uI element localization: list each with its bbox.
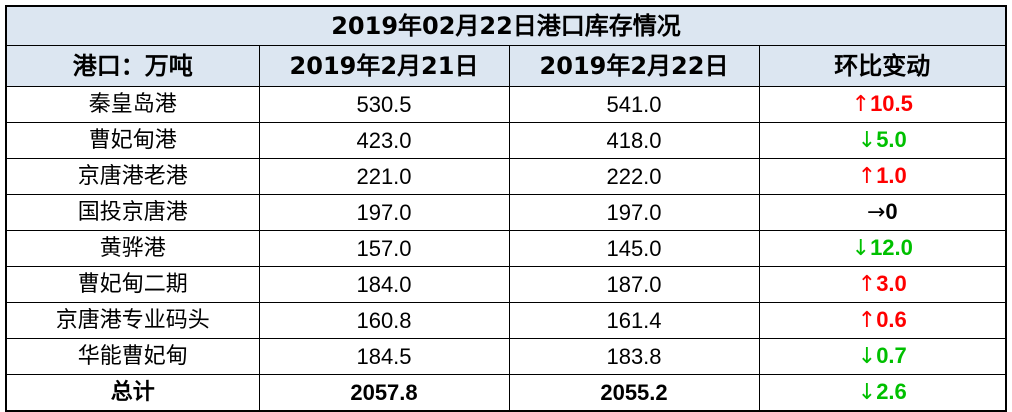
- data-row: 国投京唐港 197.0 197.0 →0: [5, 194, 1007, 231]
- change-value: 0: [885, 199, 898, 224]
- change-arrow: ↑: [857, 272, 877, 297]
- stock-value: 222.0: [508, 158, 760, 195]
- change-value: 10.5: [870, 91, 913, 116]
- change-cell: →0: [758, 194, 1007, 231]
- change-cell: ↑10.5: [758, 86, 1007, 123]
- data-row: 京唐港专业码头 160.8 161.4 ↑0.6: [5, 302, 1007, 339]
- change-arrow: ↓: [857, 128, 877, 153]
- stock-value: 221.0: [258, 158, 510, 195]
- stock-value: 423.0: [258, 122, 510, 159]
- stock-value: 160.8: [258, 302, 510, 339]
- change-value: 2.6: [876, 379, 907, 404]
- port-name: 曹妃甸港: [5, 122, 260, 159]
- port-name: 秦皇岛港: [5, 86, 260, 123]
- stock-value: 418.0: [508, 122, 760, 159]
- stock-value: 157.0: [258, 230, 510, 267]
- stock-value: 2055.2: [508, 374, 760, 412]
- stock-value: 187.0: [508, 266, 760, 303]
- change-value: 5.0: [876, 127, 907, 152]
- change-cell: ↑0.6: [758, 302, 1007, 339]
- total-row: 总计 2057.8 2055.2 ↓2.6: [5, 374, 1007, 412]
- change-arrow: ↑: [857, 164, 877, 189]
- change-arrow: ↑: [857, 308, 877, 333]
- stock-value: 530.5: [258, 86, 510, 123]
- data-row: 曹妃甸港 423.0 418.0 ↓5.0: [5, 122, 1007, 159]
- change-arrow: ↓: [851, 236, 871, 261]
- change-arrow: →: [866, 200, 886, 225]
- stock-value: 184.0: [258, 266, 510, 303]
- port-name: 曹妃甸二期: [5, 266, 260, 303]
- change-value: 3.0: [876, 271, 907, 296]
- change-value: 12.0: [870, 235, 913, 260]
- change-arrow: ↓: [857, 344, 877, 369]
- change-cell: ↓0.7: [758, 338, 1007, 375]
- change-arrow: ↓: [857, 380, 877, 405]
- change-cell: ↓12.0: [758, 230, 1007, 267]
- header-row: 港口：万吨 2019年2月21日 2019年2月22日 环比变动: [5, 45, 1007, 87]
- port-stock-table: 2019年02月22日港口库存情况 港口：万吨 2019年2月21日 2019年2月…: [5, 5, 1008, 412]
- data-row: 曹妃甸二期 184.0 187.0 ↑3.0: [5, 266, 1007, 303]
- port-name: 京唐港老港: [5, 158, 260, 195]
- stock-value: 2057.8: [258, 374, 510, 412]
- change-cell: ↑1.0: [758, 158, 1007, 195]
- data-row: 黄骅港 157.0 145.0 ↓12.0: [5, 230, 1007, 267]
- header-cell: 港口：万吨: [5, 45, 260, 87]
- stock-value: 183.8: [508, 338, 760, 375]
- data-row: 秦皇岛港 530.5 541.0 ↑10.5: [5, 86, 1007, 123]
- change-value: 1.0: [876, 163, 907, 188]
- stock-value: 161.4: [508, 302, 760, 339]
- stock-value: 145.0: [508, 230, 760, 267]
- header-cell: 环比变动: [758, 45, 1007, 87]
- port-name: 华能曹妃甸: [5, 338, 260, 375]
- port-name: 国投京唐港: [5, 194, 260, 231]
- port-name: 总计: [5, 374, 260, 412]
- table-title: 2019年02月22日港口库存情况: [5, 5, 1007, 46]
- data-row: 华能曹妃甸 184.5 183.8 ↓0.7: [5, 338, 1007, 375]
- header-cell: 2019年2月21日: [258, 45, 510, 87]
- change-cell: ↓5.0: [758, 122, 1007, 159]
- change-cell: ↓2.6: [758, 374, 1007, 412]
- data-row: 京唐港老港 221.0 222.0 ↑1.0: [5, 158, 1007, 195]
- stock-value: 541.0: [508, 86, 760, 123]
- port-name: 京唐港专业码头: [5, 302, 260, 339]
- port-name: 黄骅港: [5, 230, 260, 267]
- change-value: 0.7: [876, 343, 907, 368]
- change-cell: ↑3.0: [758, 266, 1007, 303]
- stock-value: 197.0: [508, 194, 760, 231]
- header-cell: 2019年2月22日: [508, 45, 760, 87]
- change-arrow: ↑: [851, 92, 871, 117]
- stock-value: 184.5: [258, 338, 510, 375]
- change-value: 0.6: [876, 307, 907, 332]
- stock-value: 197.0: [258, 194, 510, 231]
